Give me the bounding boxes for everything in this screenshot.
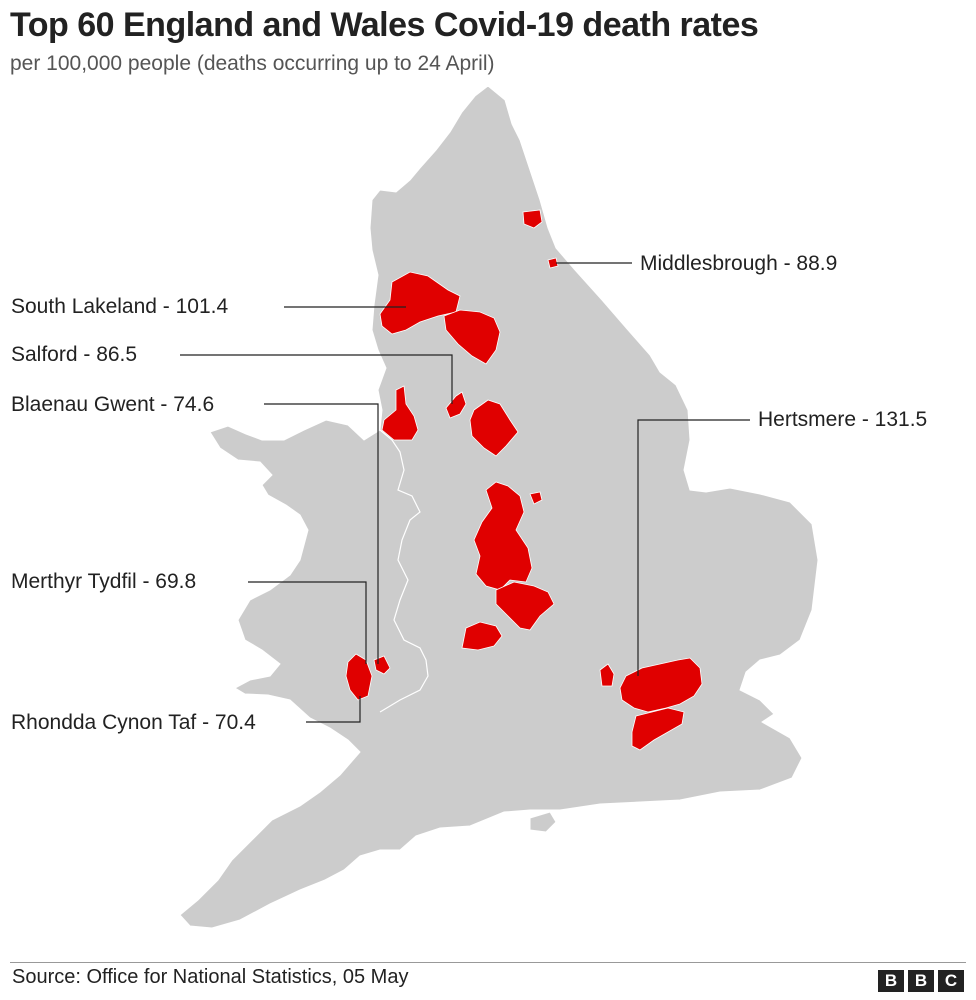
label-south-lakeland: South Lakeland - 101.4 [11,295,229,318]
label-salford: Salford - 86.5 [11,343,138,366]
area-worcester [461,621,503,651]
bbc-logo-letter: B [878,970,904,992]
area-derby-east [529,491,543,505]
leader-rhondda-cynon-taf [306,696,361,723]
leader-salford [180,354,453,404]
label-rhondda-cynon-taf: Rhondda Cynon Taf - 70.4 [11,711,256,734]
leader-hertsmere [637,419,750,676]
leader-merthyr-tydfil [248,581,367,664]
area-liverpool [381,385,419,441]
area-rhondda-cynon-taf [345,653,373,701]
wales-england-border [379,429,429,713]
area-london-west [599,663,615,687]
area-west-yorkshire [469,399,519,457]
leader-blaenau-gwent [264,403,379,664]
area-middlesbrough [547,257,559,269]
footer-divider [10,962,966,963]
bbc-logo: B B C [878,970,964,992]
bbc-logo-letter: B [908,970,934,992]
label-blaenau-gwent: Blaenau Gwent - 74.6 [11,393,215,416]
area-south-lakeland [379,271,461,335]
area-durham [522,209,543,229]
map-subtitle: per 100,000 people (deaths occurring up … [10,52,495,75]
bbc-logo-letter: C [938,970,964,992]
highlighted-areas [345,209,703,751]
land-isle-of-wight [529,811,557,833]
area-surrey [631,707,685,751]
label-hertsmere: Hertsmere - 131.5 [758,408,928,431]
area-yorkshire-dales [443,309,501,365]
area-salford [445,391,467,419]
area-midlands-north [473,481,533,591]
label-middlesbrough: Middlesbrough - 88.9 [640,252,838,275]
area-london [619,657,703,713]
source-note: Source: Office for National Statistics, … [12,966,409,988]
area-birmingham [495,581,555,631]
map-title: Top 60 England and Wales Covid-19 death … [10,6,759,44]
label-merthyr-tydfil: Merthyr Tydfil - 69.8 [11,570,197,593]
